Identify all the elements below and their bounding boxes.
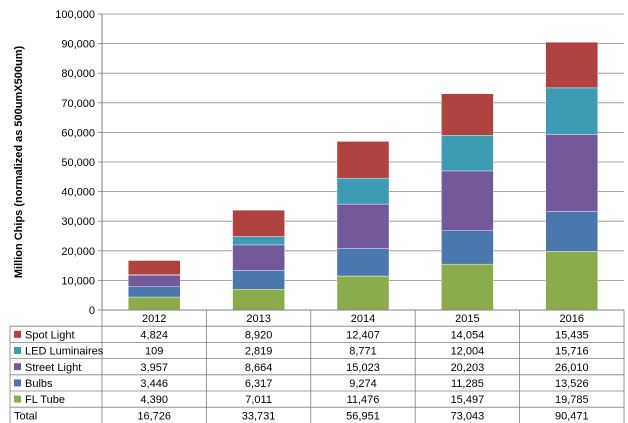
bar-led-luminaires-2016 [545,87,598,135]
bar-fl-tube-2014 [336,275,390,311]
data-label-bulbs-2012: 3,446 [140,378,168,390]
bar-street-light-2014 [336,203,390,249]
total-row-label: Total [14,410,37,422]
data-label-bulbs-2014: 9,274 [349,378,377,390]
data-label-bulbs-2015: 11,285 [451,378,484,390]
data-label-led-luminaires-2012: 109 [145,346,163,358]
bar-street-light-2013 [232,244,285,271]
data-label-spot-light-2015: 14,054 [451,329,485,341]
legend-label-fl-tube: FL Tube [25,394,65,406]
bar-led-luminaires-2015 [441,135,494,172]
bar-spot-light-2013 [232,209,285,237]
x-tick-label: 2012 [142,313,166,325]
data-label-spot-light-2014: 12,407 [346,329,380,341]
bar-street-light-2015 [441,170,494,231]
y-tick-label: 40,000 [61,187,95,199]
data-label-street-light-2015: 20,203 [451,362,485,374]
legend-label-led-luminaires: LED Luminaires [25,346,104,358]
bar-fl-tube-2012 [127,296,181,311]
data-label-spot-light-2016: 15,435 [555,329,589,341]
data-label-fl-tube-2015: 15,497 [451,394,485,406]
data-label-led-luminaires-2014: 8,771 [349,346,377,358]
y-tick-label: 0 [89,305,95,317]
data-label-street-light-2014: 15,023 [346,362,380,374]
bar-bulbs-2012 [127,286,181,298]
y-tick-label: 60,000 [61,127,95,139]
x-tick-label: 2013 [246,313,270,325]
data-label-led-luminaires-2013: 2,819 [245,346,273,358]
legend-label-street-light: Street Light [25,362,81,374]
y-tick-label: 80,000 [61,68,95,80]
bar-spot-light-2016 [545,42,598,89]
total-value-2015: 73,043 [451,410,485,422]
y-axis-label: Million Chips (normalized as 500umX500um… [13,46,25,279]
y-tick-label: 10,000 [61,275,95,287]
data-label-fl-tube-2013: 7,011 [245,394,272,406]
y-tick-labels: 0 10,000 20,000 30,000 40,000 50,000 60,000 70,… [55,9,95,317]
y-tick-label: 30,000 [61,216,95,228]
y-tick-label: 20,000 [61,246,95,258]
bar-spot-light-2012 [127,260,181,275]
legend-label-spot-light: Spot Light [25,329,75,341]
bar-spot-light-2014 [336,141,390,179]
data-label-led-luminaires-2016: 15,716 [555,346,589,358]
data-label-fl-tube-2014: 11,476 [347,394,380,406]
data-table: 2012 2013 2014 2015 2016 Spot Light 4,824 8,920… [9,309,625,423]
legend-swatch-spot-light [14,330,21,338]
bar-fl-tube-2013 [232,289,285,311]
x-tick-label: 2016 [560,313,584,325]
bar-spot-light-2015 [441,93,494,136]
legend-swatch-fl-tube [14,395,21,403]
y-tick-label: 50,000 [61,157,95,169]
legend-swatch-street-light [14,363,21,371]
y-tick-label: 100,000 [55,9,95,21]
data-label-spot-light-2013: 8,920 [245,329,273,341]
x-tick-label: 2014 [351,313,375,325]
bar-fl-tube-2015 [441,263,494,311]
data-label-bulbs-2013: 6,317 [245,378,273,390]
bar-led-luminaires-2014 [336,177,390,205]
legend-swatch-led-luminaires [14,347,21,354]
bar-bulbs-2013 [232,270,285,290]
total-value-2013: 33,731 [242,410,276,422]
bars [127,42,598,311]
total-value-2014: 56,951 [346,410,380,422]
bar-led-luminaires-2013 [232,236,285,246]
bar-street-light-2016 [545,134,598,212]
y-tick-label: 90,000 [61,39,95,51]
y-tick-label: 70,000 [61,98,95,110]
data-label-fl-tube-2012: 4,390 [140,394,168,406]
data-label-street-light-2013: 8,664 [245,362,273,374]
data-label-street-light-2012: 3,957 [140,362,168,374]
total-value-2016: 90,471 [555,410,589,422]
data-label-fl-tube-2016: 19,785 [555,394,589,406]
data-label-bulbs-2016: 13,526 [555,378,589,390]
data-label-led-luminaires-2015: 12,004 [451,346,485,358]
data-label-street-light-2016: 26,010 [555,362,589,374]
bar-bulbs-2015 [441,230,494,265]
bar-bulbs-2014 [336,248,390,277]
legend-label-bulbs: Bulbs [25,378,53,390]
bar-bulbs-2016 [545,211,598,252]
legend-swatch-bulbs [14,379,21,387]
data-label-spot-light-2012: 4,824 [140,329,168,341]
x-tick-label: 2015 [455,313,479,325]
bar-street-light-2012 [127,274,181,288]
bar-fl-tube-2016 [545,251,598,311]
total-value-2012: 16,726 [137,410,171,422]
